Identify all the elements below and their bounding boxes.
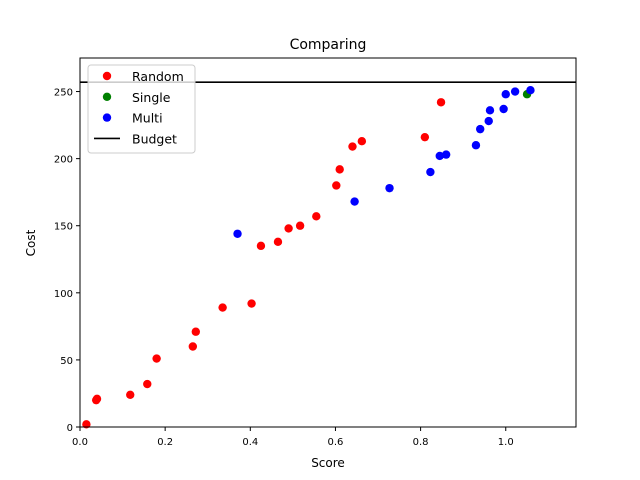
y-tick-label: 250 [54,88,73,99]
y-tick-label: 150 [54,222,73,233]
legend-label: Single [132,90,171,105]
x-tick-label: 0.4 [242,437,258,448]
point-random [247,299,256,308]
legend-marker [102,113,112,122]
y-tick-label: 200 [54,155,73,166]
point-random [335,165,344,174]
point-multi [526,86,535,95]
y-axis-label: Cost [24,229,38,256]
point-random [126,390,135,399]
axes-frame [79,57,577,428]
plot-area: 0.0 0.2 0.4 0.6 0.8 1.0 0 50 100 150 200 250 Random S… [54,57,577,448]
point-random [82,420,91,429]
point-multi [476,124,485,134]
x-tick-label: 0.0 [72,437,88,448]
legend: Random Single Multi Budget [87,64,196,154]
point-random [218,303,227,312]
point-multi [501,90,510,99]
legend-box [87,64,196,154]
point-multi [233,229,242,238]
point-random [191,327,201,336]
point-multi [441,150,451,159]
point-random [273,237,283,247]
legend-marker [102,92,112,102]
point-multi [499,104,508,114]
point-random [152,354,161,363]
series-multi [233,86,535,238]
x-axis-label: Score [311,456,345,470]
point-random [332,181,341,190]
point-multi [510,87,520,96]
legend-label: Budget [132,131,177,146]
y-tick-label: 0 [67,423,73,434]
y-tick-label: 50 [60,356,73,367]
point-multi [484,116,493,126]
x-tick-label: 0.8 [413,437,429,448]
series-random [82,98,446,429]
legend-marker [102,71,112,81]
point-random [420,132,430,142]
point-multi [471,141,481,150]
point-multi [350,197,359,206]
legend-label: Multi [132,111,163,126]
point-random [295,221,305,230]
point-random [312,212,321,221]
chart-title: Comparing [290,37,367,53]
legend-label: Random [132,69,184,84]
point-random [143,379,152,389]
point-multi [385,183,394,193]
point-random [92,394,102,404]
x-tick-label: 1.0 [498,437,514,448]
point-random [256,241,266,251]
point-random [188,342,198,351]
point-random [348,142,357,151]
point-random [436,98,446,107]
point-multi [435,151,444,161]
point-random [284,224,293,233]
x-tick-label: 0.2 [157,437,173,448]
point-multi [485,106,495,115]
y-tick-label: 100 [54,289,73,300]
x-tick-label: 0.6 [327,437,343,448]
point-multi [426,167,435,177]
point-random [357,136,367,146]
